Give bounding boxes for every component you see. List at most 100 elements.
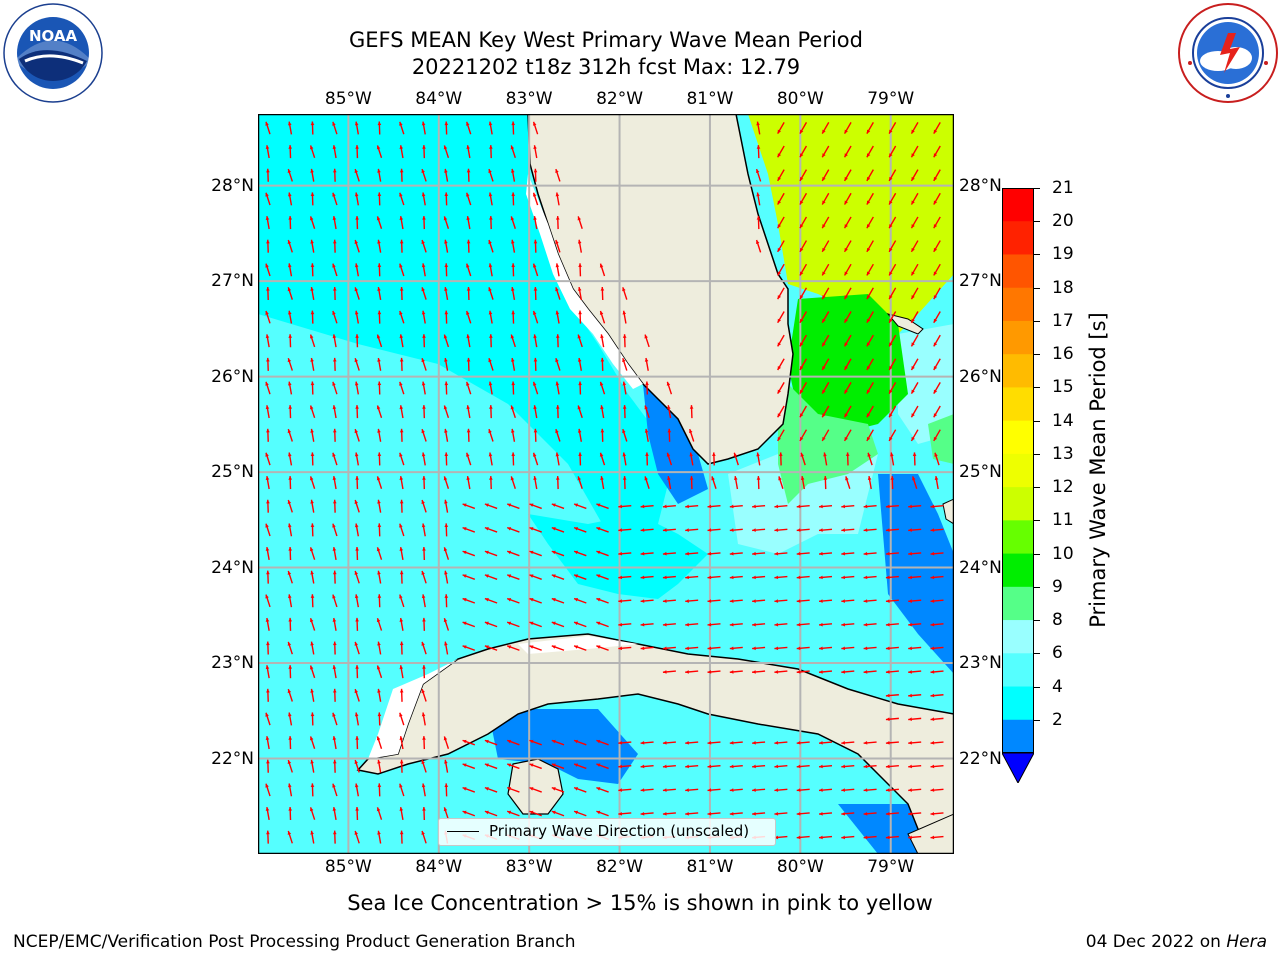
- wave-arrow-head: [354, 500, 359, 504]
- wave-arrow-head: [774, 646, 779, 651]
- wave-arrow-head: [511, 357, 515, 362]
- chart-subtitle: 20221202 t18z 312h fcst Max: 12.79: [411, 55, 801, 79]
- wave-arrow-head: [511, 428, 515, 433]
- wave-arrow-head: [796, 528, 801, 532]
- wave-arrow-head: [376, 807, 381, 812]
- wave-arrow-head: [421, 783, 426, 788]
- wave-arrow-head: [622, 452, 627, 457]
- wave-arrow-head: [309, 216, 314, 221]
- wave-arrow-head: [310, 239, 314, 244]
- wave-arrow-head: [796, 741, 801, 745]
- colorbar-band: [1002, 686, 1034, 721]
- wave-arrow-head: [756, 216, 761, 220]
- colorbar-tick-label: 15: [1052, 377, 1074, 398]
- wave-arrow-head: [265, 547, 270, 551]
- wave-arrow-head: [310, 310, 315, 315]
- wave-arrow-head: [574, 763, 579, 767]
- wave-arrow-head: [555, 358, 559, 363]
- colorbar-tick-mark: [1034, 653, 1040, 655]
- wave-arrow-head: [354, 760, 359, 764]
- wave-arrow-head: [640, 646, 645, 651]
- wave-arrow-head: [287, 830, 292, 835]
- wave-arrow-head: [644, 476, 648, 481]
- wave-arrow-head: [507, 787, 512, 791]
- wave-arrow-head: [399, 452, 403, 457]
- wave-arrow-head: [265, 452, 269, 457]
- wave-arrow-head: [466, 334, 470, 339]
- wave-arrow-head: [288, 216, 293, 220]
- wave-arrow-head: [484, 763, 489, 767]
- wave-arrow-head: [889, 153, 893, 158]
- footer-credit: NCEP/EMC/Verification Post Processing Pr…: [13, 932, 576, 952]
- wave-arrow-head: [287, 240, 292, 244]
- colorbar-tick-label: 2: [1052, 709, 1063, 730]
- lat-label: 27°N: [211, 271, 254, 292]
- colorbar-tick-label: 16: [1052, 344, 1074, 365]
- wave-arrow-head: [863, 788, 868, 792]
- wave-arrow-head: [376, 405, 381, 410]
- wave-arrow-head: [908, 835, 912, 840]
- wave-arrow-head: [488, 429, 492, 434]
- wave-arrow-head: [310, 830, 314, 835]
- colorbar-tick-label: 19: [1052, 244, 1074, 265]
- colorbar-tick-label: 10: [1052, 543, 1074, 564]
- wave-arrow-head: [930, 599, 935, 603]
- wave-arrow-head: [355, 405, 359, 409]
- wave-arrow-head: [599, 310, 604, 315]
- wave-arrow-head: [756, 476, 761, 480]
- wave-arrow-head: [819, 811, 823, 816]
- wave-arrow-head: [555, 405, 560, 409]
- wave-arrow-head: [310, 452, 315, 457]
- wave-arrow-head: [777, 413, 782, 418]
- wave-arrow-head: [867, 452, 871, 457]
- wave-arrow-head: [510, 334, 515, 339]
- wave-arrow-head: [309, 618, 314, 623]
- wave-arrow-head: [819, 835, 823, 840]
- wave-arrow-head: [466, 121, 470, 126]
- wave-arrow-head: [355, 546, 359, 551]
- wave-arrow-head: [332, 239, 337, 244]
- wave-arrow-head: [421, 192, 426, 197]
- wave-arrow-head: [685, 811, 689, 816]
- wave-arrow-head: [930, 670, 935, 674]
- wave-arrow-head: [889, 129, 893, 134]
- wave-arrow-head: [462, 527, 467, 531]
- wave-arrow-head: [819, 599, 823, 603]
- wave-arrow-head: [774, 528, 779, 532]
- wave-arrow-head: [332, 145, 337, 150]
- wave-arrow-head: [466, 145, 470, 150]
- wave-arrow-head: [511, 452, 516, 457]
- wave-arrow-head: [885, 504, 890, 509]
- wave-arrow-head: [756, 145, 761, 149]
- wave-arrow-head: [399, 476, 404, 480]
- wave-arrow-head: [889, 176, 893, 181]
- wave-arrow-head: [796, 764, 801, 769]
- wave-arrow-head: [885, 811, 890, 816]
- lat-label: 24°N: [211, 557, 254, 578]
- wave-arrow-head: [377, 830, 381, 835]
- wave-arrow-head: [930, 835, 935, 840]
- wave-arrow-head: [640, 599, 645, 603]
- wave-arrow-head: [310, 121, 315, 126]
- wave-arrow-head: [822, 413, 826, 418]
- wave-arrow-head: [377, 712, 382, 717]
- wave-arrow-head: [484, 645, 489, 649]
- wave-arrow-head: [555, 240, 559, 244]
- wave-arrow-head: [577, 405, 582, 410]
- wave-arrow-head: [310, 759, 314, 764]
- colorbar-label: Primary Wave Mean Period [s]: [1086, 312, 1110, 628]
- colorbar-band: [1002, 420, 1034, 455]
- wave-arrow-head: [666, 452, 671, 457]
- wave-arrow-head: [844, 389, 848, 394]
- wave-arrow-head: [421, 830, 425, 835]
- wave-arrow-head: [266, 286, 270, 291]
- wave-arrow-head: [596, 787, 601, 791]
- wave-arrow-head: [266, 168, 270, 173]
- wave-arrow-head: [377, 121, 382, 126]
- wave-arrow-head: [555, 452, 560, 457]
- wave-arrow-head: [354, 641, 359, 646]
- wave-arrow-head: [685, 504, 689, 509]
- wave-arrow-head: [734, 476, 738, 480]
- wave-arrow-head: [555, 334, 560, 338]
- wave-arrow-head: [376, 145, 381, 150]
